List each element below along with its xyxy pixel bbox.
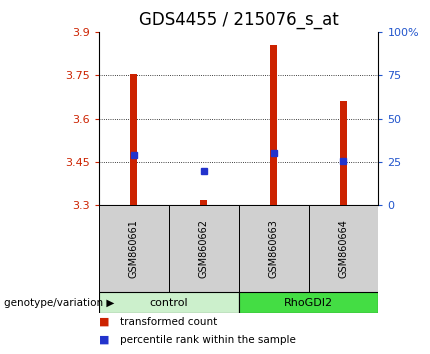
Bar — [130, 74, 137, 205]
Text: GSM860664: GSM860664 — [338, 219, 348, 278]
Text: GSM860663: GSM860663 — [269, 219, 279, 278]
Text: genotype/variation ▶: genotype/variation ▶ — [4, 298, 115, 308]
Bar — [239, 205, 308, 292]
Text: ■: ■ — [99, 335, 109, 345]
Bar — [99, 205, 169, 292]
Text: percentile rank within the sample: percentile rank within the sample — [120, 335, 296, 345]
Text: GSM860662: GSM860662 — [199, 219, 209, 278]
Text: control: control — [150, 298, 188, 308]
Text: transformed count: transformed count — [120, 317, 218, 327]
Bar — [169, 205, 239, 292]
Bar — [239, 292, 378, 313]
Bar — [200, 200, 207, 205]
Bar — [308, 205, 378, 292]
Text: RhoGDI2: RhoGDI2 — [284, 298, 333, 308]
Bar — [340, 101, 347, 205]
Text: ■: ■ — [99, 317, 109, 327]
Text: GSM860661: GSM860661 — [129, 219, 139, 278]
Title: GDS4455 / 215076_s_at: GDS4455 / 215076_s_at — [139, 11, 338, 29]
Bar — [270, 45, 277, 205]
Bar — [99, 292, 239, 313]
